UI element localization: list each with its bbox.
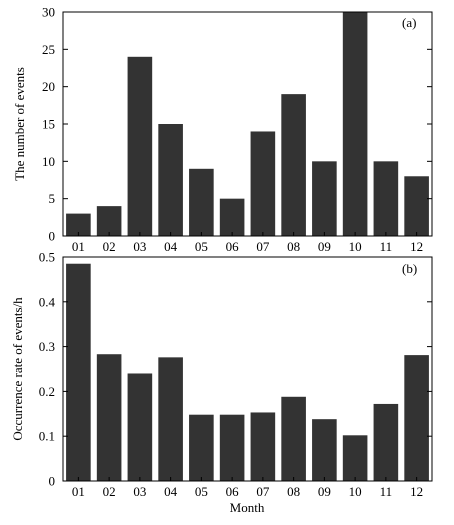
panel-a-y-tick-label: 25: [42, 42, 55, 57]
panel-a-label: (a): [402, 15, 416, 30]
panel-b-y-tick-label: 0.5: [39, 250, 55, 265]
panel-b-bar-01: [66, 263, 91, 481]
panel-a-bar-06: [219, 198, 245, 236]
panel-b-y-axis: 0 0.1 0.2 0.3 0.4 0.5: [39, 250, 432, 489]
panel-b-x-tick-label: 10: [349, 484, 362, 499]
panel-a-bar-07: [250, 131, 276, 236]
panel-a-x-tick-label: 02: [103, 239, 116, 254]
panel-a-bar-11: [373, 161, 399, 236]
panel-a-bar-04: [158, 124, 183, 236]
panel-b-x-tick-label: 04: [164, 484, 178, 499]
panel-b-bar-03: [127, 373, 153, 481]
panel-a-x-tick-label: 04: [164, 239, 178, 254]
panel-b-x-tick-label: 12: [410, 484, 423, 499]
panel-a-bar-12: [404, 176, 429, 236]
panel-a-y-tick-label: 0: [49, 229, 56, 244]
panel-b-bar-08: [281, 396, 306, 481]
panel-b-y-tick-label: 0.2: [39, 384, 55, 399]
panel-b-x-tick-label: 09: [318, 484, 331, 499]
panel-a-y-tick-label: 5: [49, 191, 56, 206]
panel-a-y-tick-label: 15: [42, 117, 55, 132]
panel-b-x-tick-label: 08: [287, 484, 300, 499]
panel-a-bar-10: [342, 12, 368, 236]
panel-a-x-axis: 01 02 03 04 05 06 07 08 09 10 11 12: [72, 232, 423, 254]
panel-a-bars: [66, 12, 429, 236]
panel-b-y-tick-label: 0: [49, 474, 56, 489]
panel-b-x-axis-label: Month: [230, 500, 265, 515]
panel-a-y-axis-label: The number of events: [12, 67, 27, 181]
panel-b-bar-09: [312, 419, 337, 481]
panel-a-y-tick-label: 30: [42, 5, 55, 20]
panel-b-x-tick-label: 05: [195, 484, 208, 499]
panel-b-bar-02: [96, 354, 122, 481]
panel-a-x-tick-label: 01: [72, 239, 85, 254]
panel-a-x-tick-label: 10: [349, 239, 362, 254]
panel-b-bar-06: [219, 414, 245, 481]
panel-a-bar-01: [66, 213, 91, 236]
panel-b-bar-11: [373, 403, 399, 481]
panel-a-bar-09: [312, 161, 337, 236]
panel-b-x-tick-label: 02: [103, 484, 116, 499]
panel-b-bar-05: [189, 414, 214, 481]
panel-a-bar-03: [127, 56, 153, 236]
panel-a-bar-08: [281, 94, 306, 236]
panel-b-y-tick-label: 0.1: [39, 429, 55, 444]
panel-a-y-tick-label: 10: [42, 154, 55, 169]
panel-a-x-tick-label: 09: [318, 239, 331, 254]
panel-a-y-tick-label: 20: [42, 79, 55, 94]
panel-b-y-tick-label: 0.4: [39, 294, 56, 309]
panel-b-x-axis: 01 02 03 04 05 06 07 08 09 10 11 12: [72, 477, 423, 499]
panel-b-bar-04: [158, 357, 183, 481]
panel-a-x-tick-label: 07: [256, 239, 270, 254]
panel-b-x-tick-label: 06: [226, 484, 240, 499]
panel-a-x-tick-label: 05: [195, 239, 208, 254]
panel-a-bar-02: [96, 206, 122, 236]
panel-a-y-axis: 0 5 10 15 20 25 30: [42, 5, 432, 244]
panel-a-x-tick-label: 08: [287, 239, 300, 254]
panel-b-frame: [62, 256, 433, 482]
panel-a-x-tick-label: 03: [133, 239, 146, 254]
panel-b-label: (b): [402, 261, 417, 276]
panel-b-bar-07: [250, 412, 276, 481]
panel-b-chart: 0 0.1 0.2 0.3 0.4 0.5 01 02 03 04 05 06 07 08 09 10 11 1…: [10, 250, 433, 515]
panel-b-x-tick-label: 07: [256, 484, 270, 499]
panel-b-x-tick-label: 03: [133, 484, 146, 499]
panel-b-bar-10: [342, 435, 368, 481]
panel-b-y-axis-label: Occurrence rate of events/h: [10, 297, 25, 441]
panel-a-x-tick-label: 06: [226, 239, 240, 254]
panel-a-x-tick-label: 12: [410, 239, 423, 254]
panel-a-x-tick-label: 11: [380, 239, 393, 254]
panel-b-x-tick-label: 01: [72, 484, 85, 499]
panel-b-x-tick-label: 11: [380, 484, 393, 499]
panel-a-bar-05: [189, 168, 214, 236]
panel-b-y-tick-label: 0.3: [39, 339, 55, 354]
panel-b-bar-12: [404, 355, 429, 481]
panel-b-bars: [66, 263, 429, 481]
